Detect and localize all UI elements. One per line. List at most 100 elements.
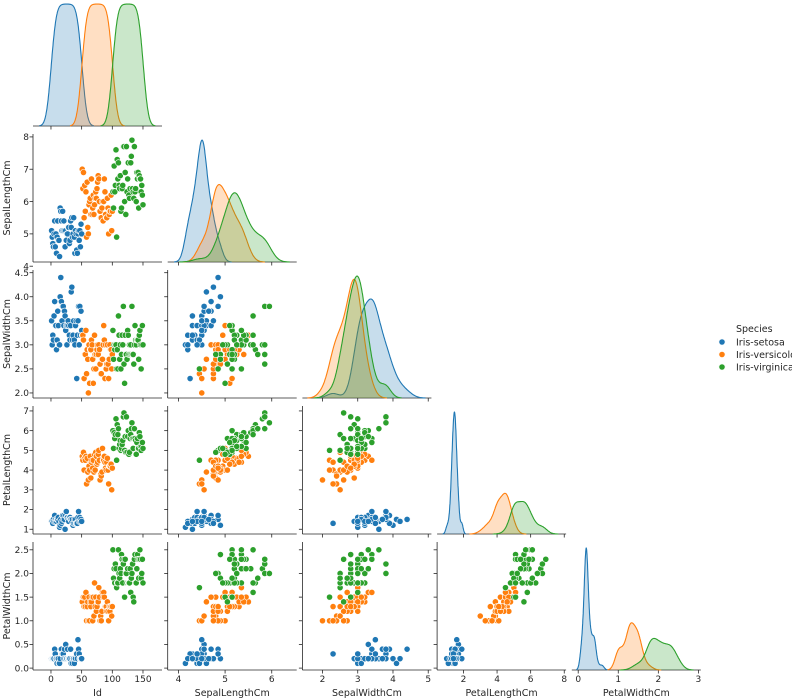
scatter-point-iris-versicolor bbox=[108, 612, 116, 620]
scatter-point-iris-virginica bbox=[539, 560, 546, 568]
scatter-point-iris-virginica bbox=[233, 570, 241, 577]
scatter-point-iris-virginica bbox=[340, 598, 348, 606]
x-tick-label: 4 bbox=[176, 675, 182, 685]
scatter-point-iris-virginica bbox=[375, 546, 383, 554]
scatter-point-iris-virginica bbox=[354, 579, 362, 587]
y-tick-label: 5 bbox=[23, 230, 29, 240]
scatter-point-iris-virginica bbox=[133, 565, 141, 573]
scatter-point-iris-virginica bbox=[132, 185, 140, 193]
scatter-point-iris-versicolor bbox=[481, 617, 489, 625]
x-tick-label: 100 bbox=[104, 675, 121, 685]
scatter-point-iris-setosa bbox=[382, 508, 390, 515]
scatter-point-iris-virginica bbox=[231, 560, 238, 568]
y-tick-label: 6 bbox=[23, 427, 29, 437]
scatter-point-iris-virginica bbox=[110, 204, 117, 212]
scatter-point-iris-virginica bbox=[127, 152, 135, 160]
scatter-point-iris-setosa bbox=[189, 517, 196, 525]
y-tick-label: 2.0 bbox=[15, 570, 30, 580]
scatter-point-iris-virginica bbox=[112, 415, 120, 423]
scatter-point-iris-setosa bbox=[193, 508, 201, 515]
scatter-point-iris-versicolor bbox=[100, 322, 108, 330]
scatter-point-iris-versicolor bbox=[108, 603, 116, 610]
x-axis-label: PetalLengthCm bbox=[466, 688, 538, 699]
scatter-point-iris-virginica bbox=[128, 136, 136, 144]
scatter-point-iris-versicolor bbox=[200, 486, 208, 494]
scatter-point-iris-setosa bbox=[55, 236, 63, 244]
kde-curve-iris-versicolor bbox=[182, 184, 265, 263]
scatter-point-iris-virginica bbox=[512, 579, 519, 587]
scatter-point-iris-virginica bbox=[249, 312, 257, 320]
x-tick-label: 3 bbox=[355, 675, 361, 685]
scatter-point-iris-versicolor bbox=[495, 617, 503, 625]
scatter-point-iris-versicolor bbox=[357, 593, 365, 601]
scatter-point-iris-virginica bbox=[513, 570, 521, 577]
scatter-point-iris-virginica bbox=[119, 341, 127, 349]
scatter-point-iris-setosa bbox=[354, 517, 362, 525]
scatter-point-iris-virginica bbox=[116, 172, 124, 180]
y-tick-label: 3.0 bbox=[15, 341, 30, 351]
scatter-point-iris-virginica bbox=[228, 351, 236, 358]
scatter-point-iris-setosa bbox=[453, 636, 461, 644]
scatter-point-iris-setosa bbox=[449, 655, 457, 663]
scatter-point-iris-setosa bbox=[371, 514, 379, 521]
scatter-point-iris-setosa bbox=[77, 220, 85, 228]
scatter-point-iris-virginica bbox=[343, 445, 351, 452]
scatter-point-iris-versicolor bbox=[99, 355, 106, 363]
scatter-point-iris-setosa bbox=[198, 636, 206, 644]
kde-fill-iris-virginica bbox=[492, 501, 559, 534]
scatter-point-iris-virginica bbox=[249, 331, 257, 339]
scatter-point-iris-setosa bbox=[403, 516, 411, 523]
scatter-point-iris-versicolor bbox=[91, 331, 98, 339]
scatter-point-iris-versicolor bbox=[503, 598, 511, 606]
kde-curve-iris-setosa bbox=[39, 3, 95, 127]
scatter-point-iris-virginica bbox=[217, 551, 224, 558]
kde-curve-iris-setosa bbox=[174, 139, 232, 263]
scatter-point-iris-virginica bbox=[249, 431, 257, 438]
y-tick-label: 4.5 bbox=[15, 269, 29, 279]
scatter-point-iris-setosa bbox=[210, 317, 217, 325]
kde-curve-iris-virginica bbox=[100, 3, 156, 127]
scatter-point-iris-setosa bbox=[205, 307, 213, 315]
scatter-point-iris-versicolor bbox=[100, 175, 108, 183]
scatter-point-iris-virginica bbox=[357, 565, 365, 573]
scatter-point-iris-setosa bbox=[78, 655, 86, 663]
scatter-point-iris-versicolor bbox=[99, 445, 106, 452]
scatter-point-iris-setosa bbox=[51, 298, 59, 305]
scatter-point-iris-versicolor bbox=[329, 480, 337, 488]
legend-title: Species bbox=[736, 324, 773, 335]
scatter-point-iris-setosa bbox=[198, 317, 206, 325]
scatter-point-iris-setosa bbox=[379, 655, 386, 663]
scatter-point-iris-versicolor bbox=[340, 476, 348, 484]
scatter-point-iris-virginica bbox=[115, 312, 122, 320]
scatter-point-iris-virginica bbox=[361, 555, 369, 563]
scatter-point-iris-setosa bbox=[74, 317, 82, 325]
scatter-point-iris-versicolor bbox=[207, 593, 215, 601]
scatter-point-iris-setosa bbox=[73, 375, 81, 382]
scatter-point-iris-virginica bbox=[138, 322, 146, 330]
scatter-point-iris-setosa bbox=[189, 331, 196, 339]
scatter-point-iris-virginica bbox=[115, 546, 122, 554]
scatter-point-iris-virginica bbox=[249, 341, 257, 349]
scatter-point-iris-virginica bbox=[118, 204, 125, 212]
kde-fill-iris-versicolor bbox=[182, 184, 265, 262]
x-tick-label: 6 bbox=[269, 675, 275, 685]
scatter-point-iris-setosa bbox=[50, 312, 58, 320]
subplot-SepalLengthCm-vs-SepalLengthCm bbox=[167, 139, 297, 266]
scatter-point-iris-versicolor bbox=[203, 355, 210, 363]
scatter-point-iris-versicolor bbox=[343, 588, 351, 596]
scatter-point-iris-virginica bbox=[226, 322, 234, 330]
scatter-point-iris-setosa bbox=[364, 641, 372, 648]
subplot-PetalWidthCm-vs-Id: 0 50 100 150 Id 0.0 0.5 1.0 1.5 2.0 2.5 PetalWidthC… bbox=[2, 542, 162, 699]
scatter-point-iris-versicolor bbox=[336, 612, 344, 620]
kde-fill-iris-setosa bbox=[174, 140, 232, 262]
scatter-point-iris-setosa bbox=[458, 645, 466, 653]
scatter-point-iris-setosa bbox=[214, 274, 222, 281]
y-tick-label: 4.0 bbox=[15, 293, 30, 303]
scatter-point-iris-virginica bbox=[128, 419, 136, 427]
scatter-point-iris-versicolor bbox=[226, 460, 234, 468]
scatter-point-iris-setosa bbox=[75, 508, 82, 515]
scatter-point-iris-versicolor bbox=[333, 472, 340, 480]
scatter-point-iris-virginica bbox=[115, 425, 122, 433]
scatter-point-iris-versicolor bbox=[340, 617, 348, 625]
